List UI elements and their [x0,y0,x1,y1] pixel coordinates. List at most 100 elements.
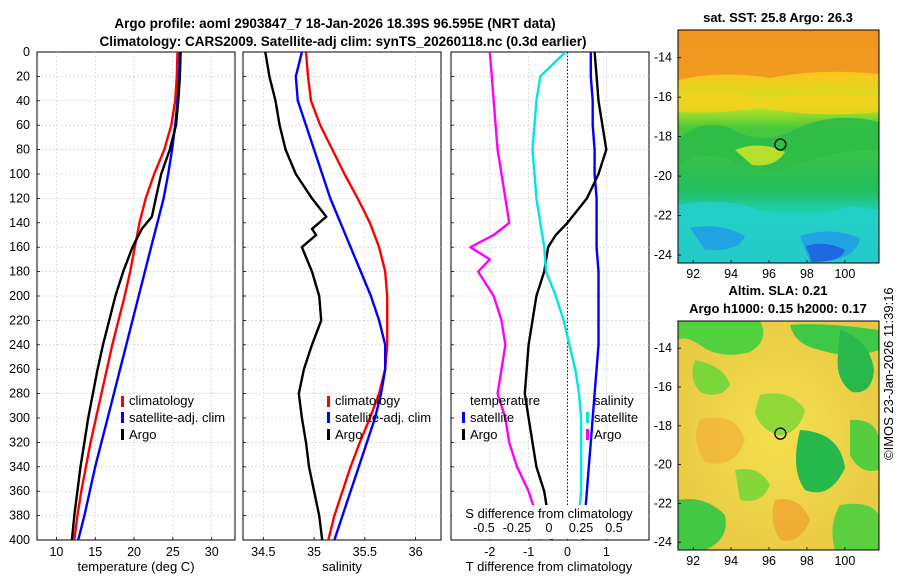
salinity-xlabel: salinity [322,559,362,574]
difference-legend: temperature satellite Argo salinity sate… [462,393,638,442]
sst-map-title: sat. SST: 25.8 Argo: 26.3 [703,10,853,25]
sla-map-ticks: 92 94 96 98 100 -14 -16 -18 -20 -22 -24 [654,341,855,568]
sst-front [678,117,879,172]
legend-s-sat-label: satellite [594,410,638,425]
legend-t-argo-label: Argo [470,427,497,442]
depth-tick-label: 320 [9,435,30,449]
map-x-tick-label: 100 [834,554,855,568]
sst-map-frame [677,29,880,264]
map-y-tick-label: -14 [654,341,672,355]
x-tick-label: -2 [484,545,495,559]
depth-tick-label: 340 [9,460,30,474]
sla-field [678,321,879,550]
sla-green-patch [678,321,764,355]
depth-tick-label: 240 [9,338,30,352]
map-y-tick-label: -20 [654,458,672,472]
temperature-xlabel: temperature (deg C) [77,559,194,574]
sst-light-patch [735,145,785,166]
sst-argo-marker [774,138,787,151]
depth-tick-label: 280 [9,387,30,401]
legend-temperature-title: temperature [470,393,540,408]
depth-tick-label: 0 [23,45,30,59]
series-line-s-argo [469,52,542,540]
sla-argo-marker [774,427,787,440]
depth-tick-label: 200 [9,289,30,303]
s-difference-tick-label: 0.25 [569,521,593,535]
legend-argo-marker [327,429,330,440]
depth-tick-label: 260 [9,362,30,376]
sst-deep-blue-patch [806,243,845,262]
map-x-tick-label: 94 [724,554,738,568]
sla-map: Altim. SLA: 0.21 Argo h1000: 0.15 h2000:… [654,283,880,568]
sla-map-frame [677,320,880,551]
series-line-t-satellite [581,52,600,540]
series-line-satellite-adj-clim [294,52,387,540]
depth-axis-labels: 0 20 40 60 80 100 120 140 160 180 200 220 240 260 280 3… [9,45,30,547]
map-x-tick-label: 98 [800,554,814,568]
legend-s-argo-marker [586,429,589,440]
sst-yellow-band [678,92,879,115]
series-line-t-argo [523,52,608,540]
s-difference-tick-label: -0.5 [473,521,495,535]
legend-t-sat-label: satellite [470,410,514,425]
sla-orange-patch [696,417,745,464]
legend-sat-label: satellite-adj. clim [129,410,225,425]
x-tick-label: 30 [205,545,219,559]
map-y-tick-label: -18 [654,130,672,144]
depth-tick-label: 380 [9,509,30,523]
depth-tick-label: 220 [9,313,30,327]
legend-t-argo-marker [462,429,465,440]
imos-watermark: ©IMOS 23-Jan-2026 11:39:16 [881,287,896,460]
map-y-tick-label: -14 [654,51,672,65]
x-tick-label: 0 [564,545,571,559]
difference-lines [469,52,608,540]
legend-sat-marker [327,412,330,423]
x-tick-label: 35.5 [353,545,377,559]
salinity-panel: 34.5 35 35.5 36 salinity climatology satell… [242,51,442,574]
map-y-tick-label: -16 [654,90,672,104]
map-x-tick-label: 96 [762,267,776,281]
map-y-tick-label: -16 [654,380,672,394]
salinity-axis-labels: 34.5 35 35.5 36 [251,545,422,559]
depth-tick-label: 60 [16,118,30,132]
sla-green-patch [692,360,730,395]
s-difference-label: S difference from climatology [465,506,633,521]
temperature-panel: 0 20 40 60 80 100 120 140 160 180 200 220 240 260 280 3… [9,45,236,574]
sla-green-patch [850,419,879,471]
x-tick-label: 35 [307,545,321,559]
legend-clim-label: climatology [129,393,195,408]
main-title-line1: Argo profile: aoml 2903847_7 18-Jan-2026… [114,16,555,31]
depth-tick-label: 140 [9,216,30,230]
series-line-argo [70,52,182,540]
depth-tick-label: 100 [9,167,30,181]
difference-grid [451,52,649,540]
top-axis-label-background [452,505,648,539]
depth-tick-label: 360 [9,484,30,498]
s-difference-tick-label: -0.25 [503,521,532,535]
depth-tick-label: 80 [16,143,30,157]
x-tick-label: 34.5 [251,545,275,559]
legend-s-argo-label: Argo [594,427,621,442]
legend-salinity-title: salinity [594,393,634,408]
map-x-tick-label: 98 [800,267,814,281]
map-y-tick-label: -18 [654,419,672,433]
temperature-legend: climatology satellite-adj. clim Argo [121,393,225,442]
legend-argo-label: Argo [129,427,156,442]
s-difference-tick-labels: -0.5 -0.25 0 0.25 0.5 [473,521,623,535]
depth-tick-label: 40 [16,94,30,108]
legend-t-sat-marker [462,412,465,423]
sla-green-patch [832,503,879,550]
x-tick-label: 10 [49,545,63,559]
x-tick-label: -1 [523,545,534,559]
series-line-climatology [73,52,179,540]
main-title-line2: Climatology: CARS2009. Satellite-adj cli… [100,34,587,49]
sst-field [678,30,879,263]
sst-map-ticks: 92 94 96 98 100 -14 -16 -18 -20 -22 -24 [654,51,855,281]
sla-green-patch [755,393,805,436]
difference-axis-labels: -2 -1 0 1 [484,545,610,559]
depth-tick-label: 160 [9,240,30,254]
map-x-tick-label: 100 [834,267,855,281]
depth-tick-label: 400 [9,533,30,547]
